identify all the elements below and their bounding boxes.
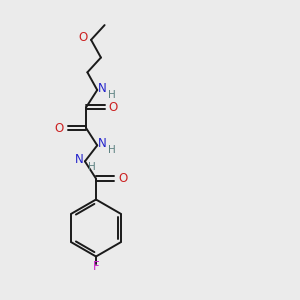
Text: O: O bbox=[108, 101, 118, 114]
Text: O: O bbox=[55, 122, 64, 135]
Text: N: N bbox=[98, 82, 107, 95]
Text: N: N bbox=[75, 153, 84, 167]
Text: F: F bbox=[93, 260, 99, 273]
Text: H: H bbox=[88, 162, 95, 172]
Text: O: O bbox=[78, 31, 87, 44]
Text: N: N bbox=[98, 137, 107, 150]
Text: O: O bbox=[118, 172, 128, 185]
Text: H: H bbox=[108, 89, 116, 100]
Text: H: H bbox=[108, 145, 116, 155]
